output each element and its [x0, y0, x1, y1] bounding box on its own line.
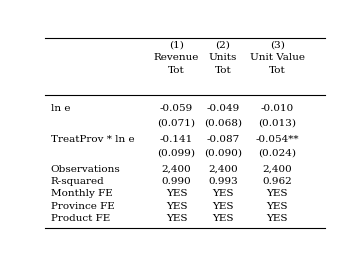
Text: ln e: ln e: [51, 104, 70, 113]
Text: YES: YES: [212, 189, 234, 199]
Text: (0.013): (0.013): [258, 118, 296, 127]
Text: Product FE: Product FE: [51, 214, 110, 223]
Text: -0.087: -0.087: [206, 135, 239, 144]
Text: 0.993: 0.993: [208, 177, 238, 186]
Text: YES: YES: [166, 189, 187, 199]
Text: -0.141: -0.141: [160, 135, 193, 144]
Text: YES: YES: [212, 214, 234, 223]
Text: YES: YES: [266, 202, 288, 211]
Text: -0.054**: -0.054**: [256, 135, 299, 144]
Text: (0.071): (0.071): [158, 118, 196, 127]
Text: 0.990: 0.990: [162, 177, 191, 186]
Text: (0.090): (0.090): [204, 149, 242, 158]
Text: TreatProv * ln e: TreatProv * ln e: [51, 135, 134, 144]
Text: 2,400: 2,400: [208, 165, 238, 174]
Text: Monthly FE: Monthly FE: [51, 189, 113, 199]
Text: Units: Units: [209, 53, 237, 62]
Text: 2,400: 2,400: [262, 165, 292, 174]
Text: YES: YES: [266, 189, 288, 199]
Text: YES: YES: [166, 202, 187, 211]
Text: (0.099): (0.099): [158, 149, 196, 158]
Text: Province FE: Province FE: [51, 202, 114, 211]
Text: YES: YES: [166, 214, 187, 223]
Text: Observations: Observations: [51, 165, 121, 174]
Text: YES: YES: [212, 202, 234, 211]
Text: -0.059: -0.059: [160, 104, 193, 113]
Text: -0.049: -0.049: [206, 104, 239, 113]
Text: (0.068): (0.068): [204, 118, 242, 127]
Text: 2,400: 2,400: [162, 165, 191, 174]
Text: 0.962: 0.962: [262, 177, 292, 186]
Text: Tot: Tot: [168, 66, 185, 75]
Text: R-squared: R-squared: [51, 177, 104, 186]
Text: (1): (1): [169, 40, 184, 49]
Text: (0.024): (0.024): [258, 149, 296, 158]
Text: Unit Value: Unit Value: [250, 53, 305, 62]
Text: (2): (2): [216, 40, 230, 49]
Text: Tot: Tot: [269, 66, 286, 75]
Text: Tot: Tot: [214, 66, 231, 75]
Text: -0.010: -0.010: [261, 104, 294, 113]
Text: (3): (3): [270, 40, 285, 49]
Text: Revenue: Revenue: [154, 53, 199, 62]
Text: YES: YES: [266, 214, 288, 223]
